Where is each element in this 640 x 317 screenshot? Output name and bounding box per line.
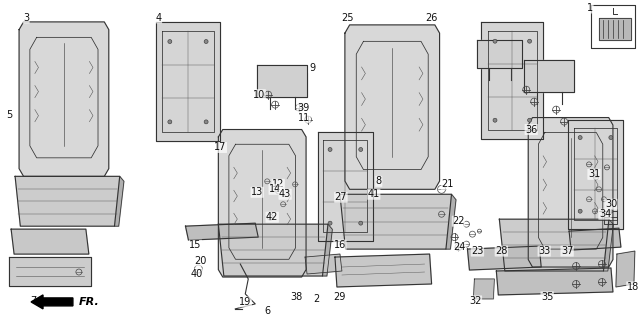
- Circle shape: [204, 40, 208, 43]
- Polygon shape: [305, 254, 342, 274]
- Polygon shape: [616, 251, 635, 287]
- Polygon shape: [569, 228, 621, 250]
- Text: 20: 20: [195, 256, 207, 266]
- Text: 10: 10: [253, 90, 266, 100]
- Text: FR.: FR.: [79, 297, 100, 307]
- Polygon shape: [340, 194, 452, 249]
- Polygon shape: [599, 18, 631, 40]
- Text: 8: 8: [376, 176, 382, 186]
- Text: 43: 43: [279, 189, 291, 199]
- Circle shape: [493, 39, 497, 43]
- Polygon shape: [257, 65, 307, 97]
- Text: 42: 42: [266, 212, 278, 222]
- Text: 29: 29: [333, 292, 346, 302]
- Polygon shape: [9, 257, 91, 286]
- Text: 3: 3: [23, 13, 29, 23]
- Text: 6: 6: [264, 306, 270, 316]
- Polygon shape: [474, 279, 494, 299]
- Circle shape: [493, 118, 497, 122]
- Polygon shape: [481, 22, 543, 139]
- Text: 24: 24: [453, 242, 466, 252]
- Text: 2: 2: [313, 294, 319, 304]
- Text: 35: 35: [541, 292, 554, 302]
- Text: 33: 33: [538, 246, 550, 256]
- Circle shape: [168, 120, 172, 124]
- Text: 41: 41: [367, 189, 380, 199]
- Circle shape: [328, 147, 332, 152]
- Text: 23: 23: [471, 246, 484, 256]
- Text: 21: 21: [442, 179, 454, 189]
- FancyArrow shape: [31, 295, 73, 309]
- Polygon shape: [11, 229, 89, 254]
- Text: 7: 7: [30, 296, 36, 306]
- Polygon shape: [218, 130, 306, 277]
- Circle shape: [527, 118, 532, 122]
- Text: 26: 26: [426, 13, 438, 23]
- Circle shape: [168, 40, 172, 43]
- Text: 38: 38: [290, 292, 302, 302]
- Polygon shape: [446, 194, 456, 249]
- Circle shape: [328, 221, 332, 225]
- Polygon shape: [156, 22, 220, 141]
- Text: 14: 14: [269, 184, 282, 194]
- Text: 37: 37: [561, 246, 573, 256]
- Text: 12: 12: [272, 179, 284, 189]
- Polygon shape: [323, 224, 332, 276]
- Text: 28: 28: [495, 246, 508, 256]
- Polygon shape: [318, 132, 373, 241]
- Polygon shape: [186, 223, 258, 240]
- Polygon shape: [218, 224, 328, 276]
- Text: 1: 1: [587, 3, 593, 13]
- Text: 27: 27: [335, 192, 347, 202]
- Text: 39: 39: [297, 103, 309, 113]
- Circle shape: [578, 136, 582, 139]
- Text: 31: 31: [588, 169, 600, 179]
- Text: 17: 17: [214, 142, 227, 152]
- Circle shape: [609, 136, 613, 139]
- Text: 32: 32: [469, 296, 482, 306]
- Circle shape: [609, 209, 613, 213]
- Polygon shape: [604, 219, 613, 271]
- Polygon shape: [15, 176, 120, 226]
- Polygon shape: [497, 268, 613, 295]
- Text: 4: 4: [156, 13, 162, 23]
- Polygon shape: [528, 118, 613, 267]
- Text: 5: 5: [6, 110, 12, 120]
- Polygon shape: [19, 22, 109, 176]
- Polygon shape: [499, 219, 609, 271]
- Circle shape: [359, 221, 363, 225]
- Text: 18: 18: [627, 282, 639, 292]
- Polygon shape: [115, 176, 124, 226]
- Text: 9: 9: [309, 63, 315, 73]
- Text: 11: 11: [298, 113, 310, 123]
- Text: 36: 36: [525, 125, 538, 134]
- Polygon shape: [477, 40, 522, 68]
- Polygon shape: [568, 120, 623, 229]
- Text: 40: 40: [190, 269, 203, 279]
- Circle shape: [359, 147, 363, 152]
- Circle shape: [204, 120, 208, 124]
- Text: 16: 16: [334, 240, 346, 250]
- Polygon shape: [345, 25, 440, 189]
- Text: 13: 13: [251, 187, 263, 197]
- Circle shape: [578, 209, 582, 213]
- Text: 19: 19: [239, 297, 252, 307]
- Circle shape: [527, 39, 532, 43]
- Text: 25: 25: [342, 13, 354, 23]
- Polygon shape: [467, 246, 541, 270]
- Text: 30: 30: [605, 199, 617, 209]
- Text: 22: 22: [452, 216, 465, 226]
- Text: 15: 15: [189, 240, 202, 250]
- Polygon shape: [524, 60, 574, 92]
- Polygon shape: [335, 254, 431, 287]
- Text: 34: 34: [599, 209, 611, 219]
